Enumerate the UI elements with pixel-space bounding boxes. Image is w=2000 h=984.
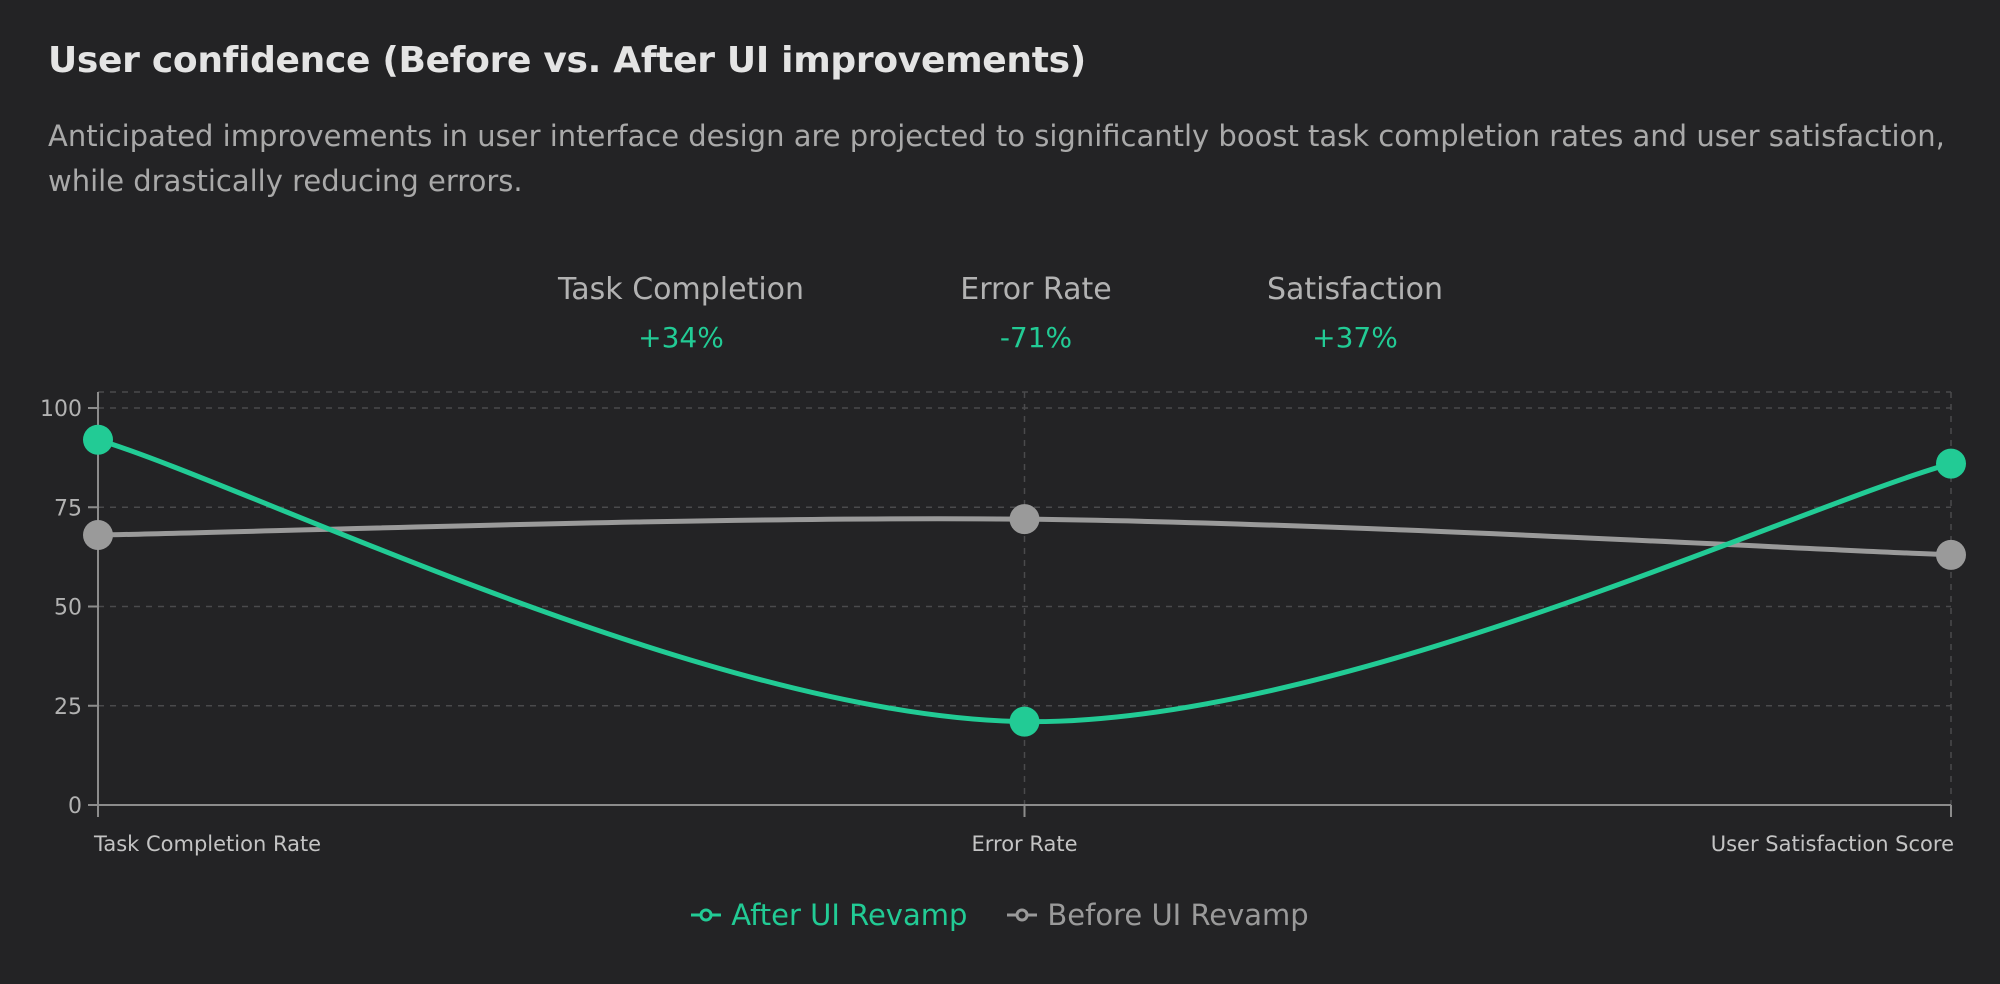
data-point bbox=[83, 520, 113, 551]
x-tick-label: User Satisfaction Score bbox=[1711, 832, 1954, 856]
legend-label: Before UI Revamp bbox=[1047, 898, 1309, 932]
x-tick-label: Error Rate bbox=[971, 832, 1077, 856]
stat-value: -71% bbox=[999, 321, 1073, 354]
data-point bbox=[1009, 504, 1040, 535]
y-tick-label: 100 bbox=[40, 397, 82, 422]
y-tick-label: 50 bbox=[54, 596, 82, 621]
data-point bbox=[1009, 706, 1040, 737]
data-point bbox=[83, 424, 113, 455]
stat-task-completion: Task Completion +34% bbox=[531, 268, 831, 360]
stat-label: Satisfaction bbox=[1266, 272, 1444, 307]
data-point bbox=[1936, 448, 1966, 479]
y-tick-label: 75 bbox=[54, 496, 82, 521]
series-line-after bbox=[95, 437, 1954, 725]
legend-item-before[interactable]: Before UI Revamp bbox=[1007, 898, 1309, 932]
y-tick-label: 25 bbox=[54, 695, 82, 720]
chart-subtitle: Anticipated improvements in user interfa… bbox=[48, 119, 1945, 198]
stat-label: Error Rate bbox=[960, 272, 1112, 307]
stat-satisfaction: Satisfaction +37% bbox=[1205, 268, 1505, 360]
legend-label: After UI Revamp bbox=[731, 898, 968, 932]
stat-label: Task Completion bbox=[557, 272, 805, 307]
legend-line-marker-icon bbox=[691, 908, 722, 922]
legend-item-after[interactable]: After UI Revamp bbox=[691, 898, 967, 932]
stat-value: +37% bbox=[1312, 321, 1398, 354]
x-tick-label: Task Completion Rate bbox=[93, 832, 321, 856]
chart-legend: After UI Revamp Before UI Revamp bbox=[0, 898, 2000, 932]
legend-line-marker-icon bbox=[1007, 908, 1038, 922]
y-tick-label: 0 bbox=[68, 794, 82, 819]
stat-value: +34% bbox=[638, 321, 724, 354]
chart-title: User confidence (Before vs. After UI imp… bbox=[48, 40, 1086, 81]
stat-error-rate: Error Rate -71% bbox=[886, 268, 1186, 360]
data-point bbox=[1936, 539, 1966, 570]
